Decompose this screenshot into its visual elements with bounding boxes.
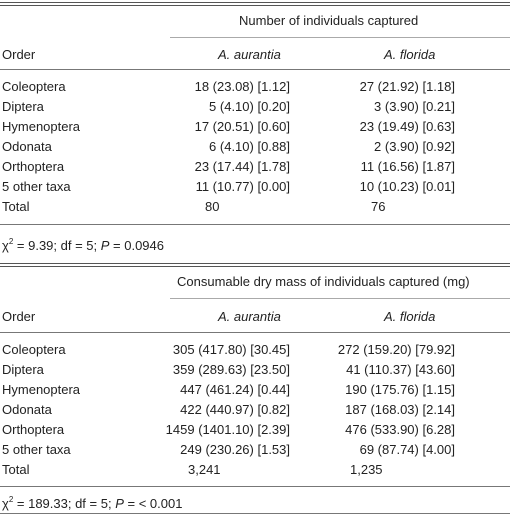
table2-row: Orthoptera 1459 (1401.10) [2.39] 476 (53… [0, 422, 510, 442]
table1-row: Odonata 6 (4.10) [0.88] 2 (3.90) [0.92] [0, 139, 510, 159]
aurantia-cell: 1459 (1401.10) [2.39] [165, 422, 290, 437]
order-cell: Diptera [2, 362, 44, 377]
table2-group-rule [170, 298, 510, 299]
order-cell: Hymenoptera [2, 382, 81, 397]
table2-row: Odonata 422 (440.97) [0.82] 187 (168.03)… [0, 402, 510, 422]
table1-col-aurantia: A. aurantia [218, 47, 281, 62]
order-cell: Orthoptera [2, 422, 65, 437]
p-value: = 0.0946 [109, 238, 164, 253]
table2-row: Coleoptera 305 (417.80) [30.45] 272 (159… [0, 342, 510, 362]
aurantia-cell: 5 (4.10) [0.20] [209, 99, 290, 114]
table1-group-rule [170, 37, 510, 38]
table2-col-florida: A. florida [384, 309, 436, 324]
table2-group-header: Consumable dry mass of individuals captu… [177, 274, 470, 289]
table2-row: 5 other taxa 249 (230.26) [1.53] 69 (87.… [0, 442, 510, 462]
table2-col-aurantia: A. aurantia [218, 309, 281, 324]
table2-col-order: Order [2, 309, 36, 324]
chi-symbol: χ [2, 496, 9, 511]
order-cell: Coleoptera [2, 342, 66, 357]
table1-total-row: Total 80 76 [0, 199, 510, 219]
florida-total: 76 [371, 199, 386, 214]
aurantia-cell: 18 (23.08) [1.12] [194, 79, 290, 94]
table2-total-row: Total 3,241 1,235 [0, 462, 510, 482]
table2-total-rule [0, 486, 510, 487]
aurantia-cell: 447 (461.24) [0.44] [180, 382, 290, 397]
table1-total-rule [0, 224, 510, 225]
order-cell: Coleoptera [2, 79, 66, 94]
chi-superscript: 2 [8, 237, 14, 246]
table2-row: Hymenoptera 447 (461.24) [0.44] 190 (175… [0, 382, 510, 402]
p-value: = < 0.001 [123, 496, 183, 511]
florida-total: 1,235 [350, 462, 383, 477]
table2-top-rule [0, 263, 510, 267]
aurantia-cell: 17 (20.51) [0.60] [194, 119, 290, 134]
order-cell: Diptera [2, 99, 44, 114]
chi-symbol: χ [2, 238, 9, 253]
florida-cell: 10 (10.23) [0.01] [359, 179, 455, 194]
aurantia-cell: 422 (440.97) [0.82] [180, 402, 290, 417]
table1-header-rule [0, 69, 510, 70]
total-label: Total [2, 462, 30, 477]
p-symbol: P [115, 496, 124, 511]
stat-values: = 189.33; df = 5; [13, 496, 116, 511]
order-cell: Hymenoptera [2, 119, 81, 134]
order-cell: Orthoptera [2, 159, 65, 174]
table1-top-rule [0, 2, 510, 6]
stat-values: = 9.39; df = 5; [13, 238, 101, 253]
table1-row: Hymenoptera 17 (20.51) [0.60] 23 (19.49)… [0, 119, 510, 139]
table1-chi-square-stat: χ2 = 9.39; df = 5; P = 0.0946 [2, 234, 164, 254]
table2-row: Diptera 359 (289.63) [23.50] 41 (110.37)… [0, 362, 510, 382]
aurantia-total: 3,241 [188, 462, 221, 477]
aurantia-cell: 6 (4.10) [0.88] [209, 139, 290, 154]
aurantia-cell: 249 (230.26) [1.53] [180, 442, 290, 457]
aurantia-cell: 305 (417.80) [30.45] [172, 342, 290, 357]
table1-col-florida: A. florida [384, 47, 436, 62]
florida-cell: 190 (175.76) [1.15] [345, 382, 455, 397]
table1-col-order: Order [2, 47, 36, 62]
table1-row: 5 other taxa 11 (10.77) [0.00] 10 (10.23… [0, 179, 510, 199]
florida-cell: 3 (3.90) [0.21] [374, 99, 455, 114]
florida-cell: 187 (168.03) [2.14] [345, 402, 455, 417]
order-cell: Odonata [2, 402, 52, 417]
aurantia-cell: 23 (17.44) [1.78] [194, 159, 290, 174]
florida-cell: 272 (159.20) [79.92] [337, 342, 455, 357]
table1-row: Diptera 5 (4.10) [0.20] 3 (3.90) [0.21] [0, 99, 510, 119]
florida-cell: 27 (21.92) [1.18] [359, 79, 455, 94]
aurantia-total: 80 [205, 199, 220, 214]
table2-header-rule [0, 332, 510, 333]
florida-cell: 476 (533.90) [6.28] [345, 422, 455, 437]
table1-row: Coleoptera 18 (23.08) [1.12] 27 (21.92) … [0, 79, 510, 99]
table2-bottom-rule [0, 513, 510, 514]
table1-row: Orthoptera 23 (17.44) [1.78] 11 (16.56) … [0, 159, 510, 179]
florida-cell: 2 (3.90) [0.92] [374, 139, 455, 154]
total-label: Total [2, 199, 30, 214]
aurantia-cell: 11 (10.77) [0.00] [195, 179, 290, 194]
chi-superscript: 2 [8, 495, 14, 504]
florida-cell: 69 (87.74) [4.00] [359, 442, 455, 457]
p-symbol: P [100, 238, 110, 253]
order-cell: 5 other taxa [2, 442, 71, 457]
order-cell: Odonata [2, 139, 52, 154]
aurantia-cell: 359 (289.63) [23.50] [172, 362, 290, 377]
order-cell: 5 other taxa [2, 179, 71, 194]
florida-cell: 41 (110.37) [43.60] [346, 362, 455, 377]
florida-cell: 23 (19.49) [0.63] [359, 119, 455, 134]
florida-cell: 11 (16.56) [1.87] [360, 159, 455, 174]
table2-chi-square-stat: χ2 = 189.33; df = 5; P = < 0.001 [2, 492, 182, 512]
table1-group-header: Number of individuals captured [239, 13, 419, 28]
